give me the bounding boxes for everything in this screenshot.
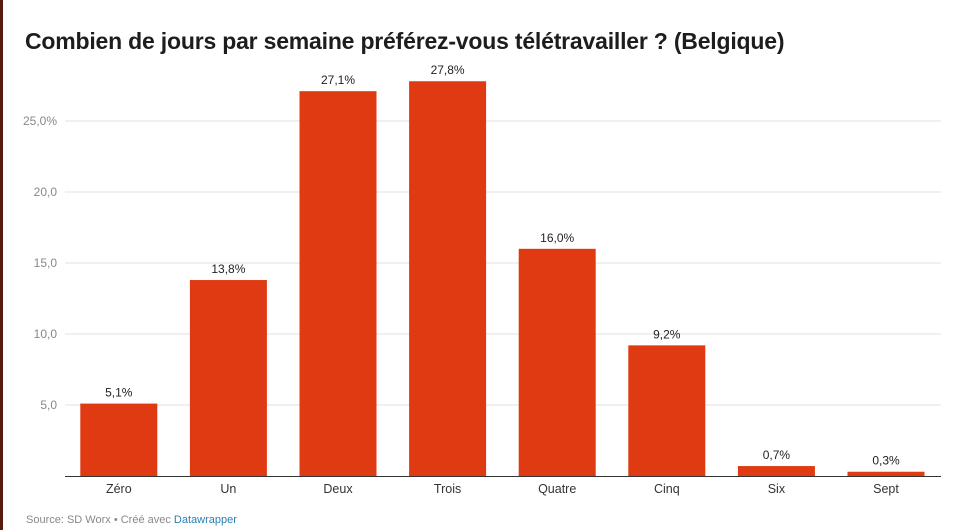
- left-edge-stripe: [0, 0, 3, 530]
- bar: [847, 471, 925, 476]
- value-label: 0,7%: [763, 448, 791, 462]
- category-label: Quatre: [538, 482, 576, 496]
- category-label: Deux: [323, 482, 353, 496]
- y-tick-label: 25,0%: [23, 114, 57, 128]
- value-labels: 5,1% 13,8% 27,1% 27,8% 16,0% 9,2% 0,7% 0,3%: [105, 63, 900, 468]
- y-tick-label: 10,0: [34, 327, 58, 341]
- chart-title: Combien de jours par semaine préférez-vo…: [25, 28, 785, 54]
- bar: [299, 91, 377, 477]
- value-label: 9,2%: [653, 327, 681, 341]
- value-label: 16,0%: [540, 231, 574, 245]
- value-label: 27,1%: [321, 73, 355, 87]
- value-label: 5,1%: [105, 386, 133, 400]
- footer: Source: SD Worx • Créé avec Datawrapper: [26, 514, 237, 526]
- bar: [189, 280, 267, 476]
- value-label: 0,3%: [872, 454, 900, 468]
- source-text: Source: SD Worx • Créé avec: [26, 514, 174, 526]
- y-tick-label: 15,0: [34, 256, 58, 270]
- bar: [628, 345, 706, 476]
- bar: [737, 466, 815, 476]
- bar: [80, 403, 158, 476]
- y-tick-label: 5,0: [40, 398, 57, 412]
- bar: [518, 248, 596, 476]
- bar: [409, 81, 487, 477]
- y-tick-label: 20,0: [34, 185, 58, 199]
- category-label: Sept: [873, 482, 899, 496]
- value-label: 13,8%: [211, 262, 245, 276]
- category-label: Trois: [434, 482, 461, 496]
- category-label: Un: [220, 482, 236, 496]
- category-label: Six: [768, 482, 786, 496]
- x-axis-categories: Zéro Un Deux Trois Quatre Cinq Six Sept: [106, 482, 899, 496]
- category-label: Zéro: [106, 482, 132, 496]
- bars: [80, 81, 925, 477]
- category-label: Cinq: [654, 482, 680, 496]
- datawrapper-link[interactable]: Datawrapper: [173, 514, 237, 526]
- value-label: 27,8%: [431, 63, 465, 77]
- y-axis-ticks: 5,0 10,0 15,0 20,0 25,0%: [23, 114, 57, 412]
